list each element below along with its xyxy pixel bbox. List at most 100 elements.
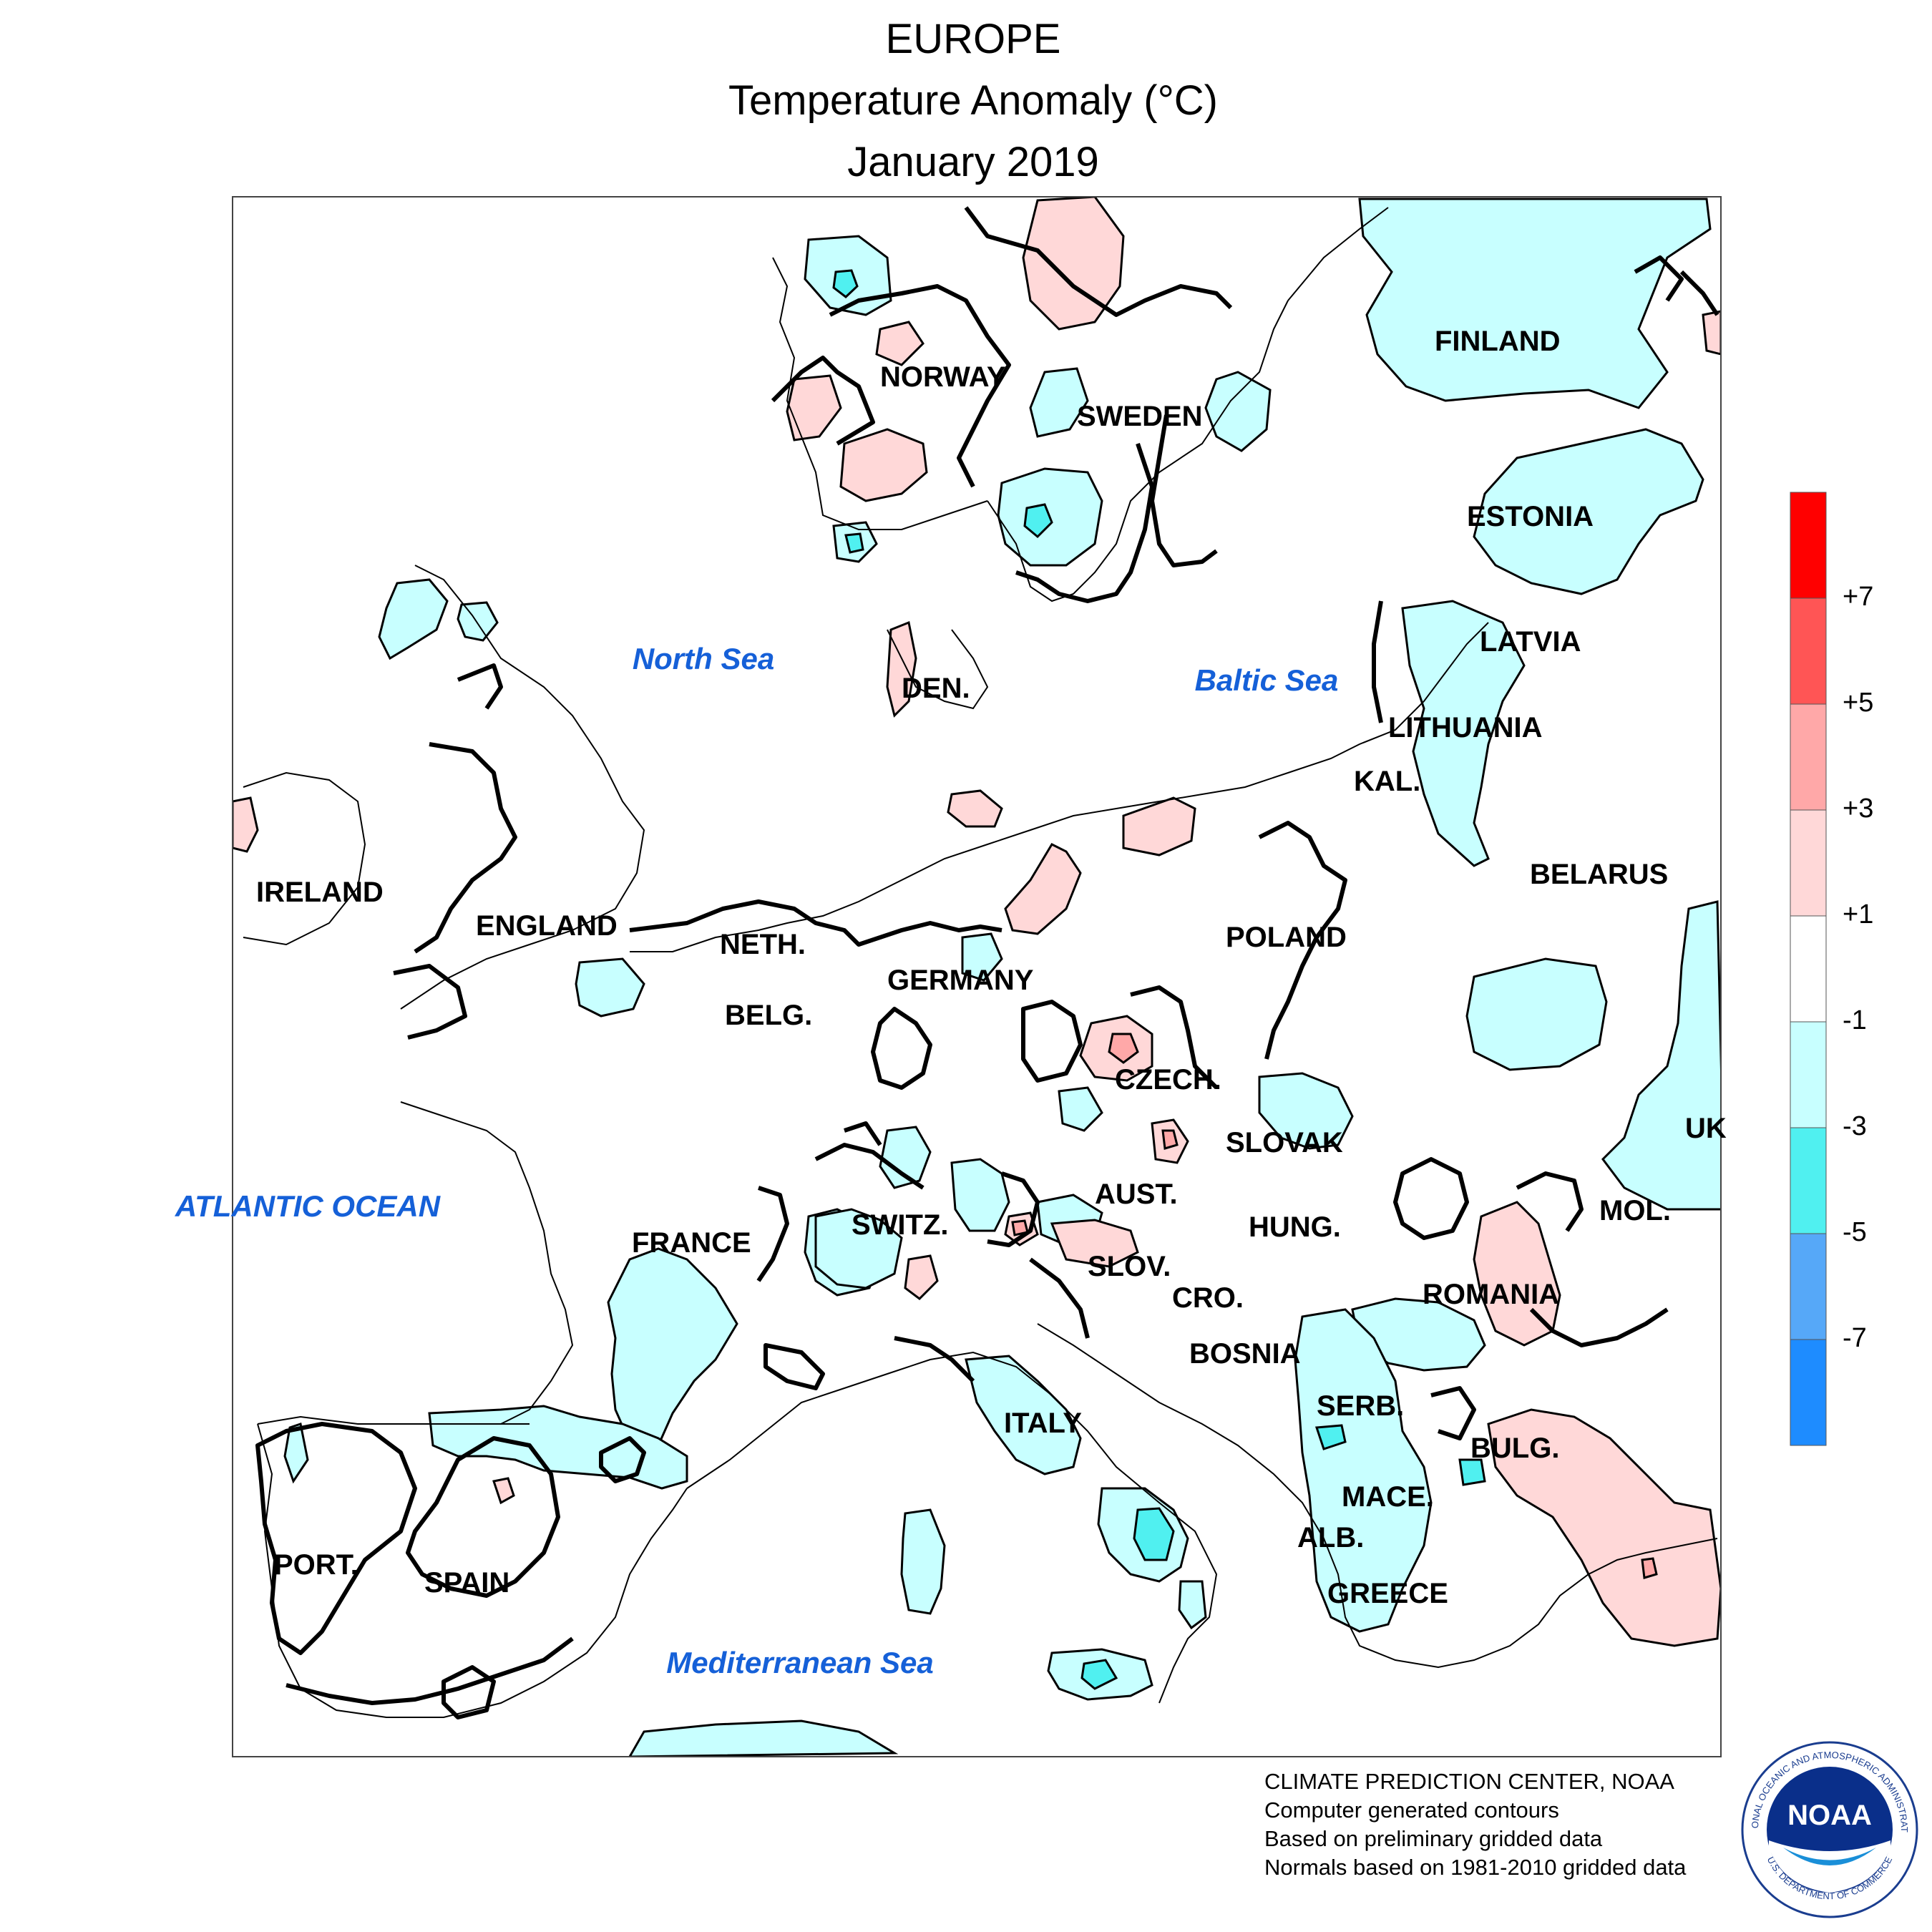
- legend-swatch-8: [1790, 1339, 1827, 1446]
- norway-strong-cold: [832, 269, 859, 298]
- credits-normals: Normals based on 1981-2010 gridded data: [1264, 1855, 1687, 1880]
- country-label-kaliningrad: KAL.: [1354, 766, 1420, 797]
- country-label-ireland: IRELAND: [256, 877, 384, 908]
- czech-strong-warm: [1108, 1033, 1139, 1064]
- country-label-albania: ALB.: [1297, 1522, 1364, 1553]
- country-label-slovakia: SLOVAK: [1226, 1127, 1343, 1158]
- country-label-england: ENGLAND: [476, 910, 618, 942]
- strong-cold-areas: [832, 269, 1486, 1690]
- country-label-czech: CZECH.: [1115, 1064, 1221, 1096]
- country-label-portugal: PORT.: [274, 1549, 358, 1581]
- country-label-hungary: HUNG.: [1249, 1211, 1341, 1243]
- poland-coast-warm-2: [1122, 796, 1196, 857]
- country-labels: FINLAND NORWAY SWEDEN ESTONIA LATVIA DEN…: [256, 326, 1727, 1609]
- sweden-strong-cold: [1023, 503, 1053, 539]
- title-period: January 2019: [847, 139, 1099, 185]
- denmark-warm: [886, 620, 917, 718]
- italy-strong-cold: [1133, 1507, 1175, 1561]
- credits-source: CLIMATE PREDICTION CENTER, NOAA: [1264, 1769, 1674, 1794]
- austria-warm-2: [1050, 1219, 1139, 1268]
- legend-swatch-2: [1790, 703, 1827, 811]
- legend-label-minus1: -1: [1843, 1005, 1867, 1035]
- norway-south-strong-cold: [844, 532, 864, 554]
- sweden-north-warm: [1022, 197, 1125, 331]
- noaa-logo: NOAA NATIONAL OCEANIC AND ATMOSPHERIC AD…: [1740, 1740, 1918, 1918]
- sweden-cold-1: [1029, 367, 1089, 438]
- country-label-switzerland: SWITZ.: [852, 1209, 949, 1241]
- ireland-warm: [233, 796, 259, 853]
- sea-label-baltic-sea: Baltic Sea: [1195, 663, 1339, 697]
- scotland-cold: [378, 578, 449, 660]
- country-label-lithuania: LITHUANIA: [1388, 712, 1543, 743]
- country-label-moldova: MOL.: [1599, 1195, 1671, 1226]
- legend-label-minus5: -5: [1843, 1217, 1867, 1247]
- germany-cold-1: [961, 932, 1003, 982]
- country-label-bulgaria: BULG.: [1470, 1433, 1559, 1464]
- country-label-greece: GREECE: [1327, 1578, 1448, 1609]
- country-label-belarus: BELARUS: [1530, 859, 1668, 890]
- serbia-strong-cold: [1314, 1424, 1347, 1450]
- map-frame: [232, 196, 1722, 1757]
- calabria-cold: [1178, 1580, 1207, 1630]
- country-label-ukraine: UK: [1685, 1113, 1727, 1144]
- alps-cold-3: [950, 1158, 1010, 1232]
- estonia-cold: [1473, 428, 1704, 595]
- country-label-slovenia: SLOV.: [1088, 1251, 1171, 1282]
- country-label-spain: SPAIN: [424, 1567, 509, 1599]
- legend-label-plus7: +7: [1843, 582, 1874, 612]
- legend-swatch-3: [1790, 809, 1827, 917]
- england-cold: [575, 957, 645, 1018]
- country-label-bosnia: BOSNIA: [1189, 1338, 1301, 1370]
- switzerland-cold: [814, 1208, 903, 1289]
- legend-swatch-1: [1790, 597, 1827, 705]
- country-label-denmark: DEN.: [902, 673, 970, 704]
- alps-cold-2: [879, 1126, 932, 1189]
- credits-data: Based on preliminary gridded data: [1264, 1826, 1603, 1851]
- sea-label-mediterranean: Mediterranean Sea: [666, 1646, 934, 1679]
- country-label-netherlands: NETH.: [720, 929, 806, 960]
- finland-cold: [1358, 197, 1712, 409]
- finland-east-warm: [1702, 310, 1721, 356]
- lithuania-cold: [1401, 600, 1526, 867]
- credits: CLIMATE PREDICTION CENTER, NOAA Computer…: [1264, 1767, 1686, 1882]
- country-label-croatia: CRO.: [1172, 1282, 1244, 1314]
- country-label-macedonia: MACE.: [1342, 1481, 1434, 1513]
- color-legend: [1790, 492, 1827, 1446]
- norway-warm-1: [875, 321, 924, 366]
- country-label-romania: ROMANIA: [1423, 1279, 1559, 1310]
- country-label-finland: FINLAND: [1435, 326, 1561, 357]
- country-label-france: FRANCE: [632, 1227, 751, 1259]
- coastlines: [243, 207, 1718, 1718]
- germany-warm: [1004, 843, 1082, 935]
- scotland-cold-2: [457, 601, 499, 642]
- sea-label-atlantic-ocean: ATLANTIC OCEAN: [175, 1189, 441, 1223]
- legend-label-minus7: -7: [1843, 1323, 1867, 1353]
- legend-label-plus1: +1: [1843, 899, 1874, 930]
- legend-swatch-0: [1790, 492, 1827, 599]
- norway-warm-3: [839, 428, 928, 502]
- north-africa-cold: [628, 1719, 899, 1757]
- title-variable: Temperature Anomaly (°C): [728, 77, 1218, 124]
- slovakia-cold: [1258, 1072, 1354, 1150]
- norway-warm-2: [786, 374, 842, 441]
- wave-icon: [1783, 1848, 1876, 1865]
- sardinia-cold: [900, 1508, 946, 1615]
- belarus-cold: [1465, 957, 1608, 1071]
- poland-coast-warm: [947, 789, 1003, 828]
- sicily-strong-cold: [1080, 1659, 1118, 1690]
- country-label-estonia: ESTONIA: [1467, 501, 1594, 532]
- austria-strong-warm: [1161, 1129, 1179, 1150]
- country-label-germany: GERMANY: [887, 965, 1034, 996]
- sea-labels: North Sea Baltic Sea ATLANTIC OCEAN Medi…: [175, 642, 1338, 1679]
- country-label-serbia: SERB.: [1317, 1390, 1404, 1422]
- title-region: EUROPE: [885, 16, 1061, 62]
- turkey-strong-warm: [1641, 1557, 1658, 1579]
- zero-contours: [255, 206, 1719, 1719]
- legend-label-plus3: +3: [1843, 794, 1874, 824]
- warm-anomaly-areas: [233, 197, 1721, 1647]
- country-label-belgium: BELG.: [725, 1000, 812, 1031]
- country-label-sweden: SWEDEN: [1077, 401, 1203, 432]
- sweden-cold-3: [1204, 371, 1272, 452]
- legend-label-plus5: +5: [1843, 688, 1874, 718]
- bulgaria-warm: [1487, 1408, 1721, 1647]
